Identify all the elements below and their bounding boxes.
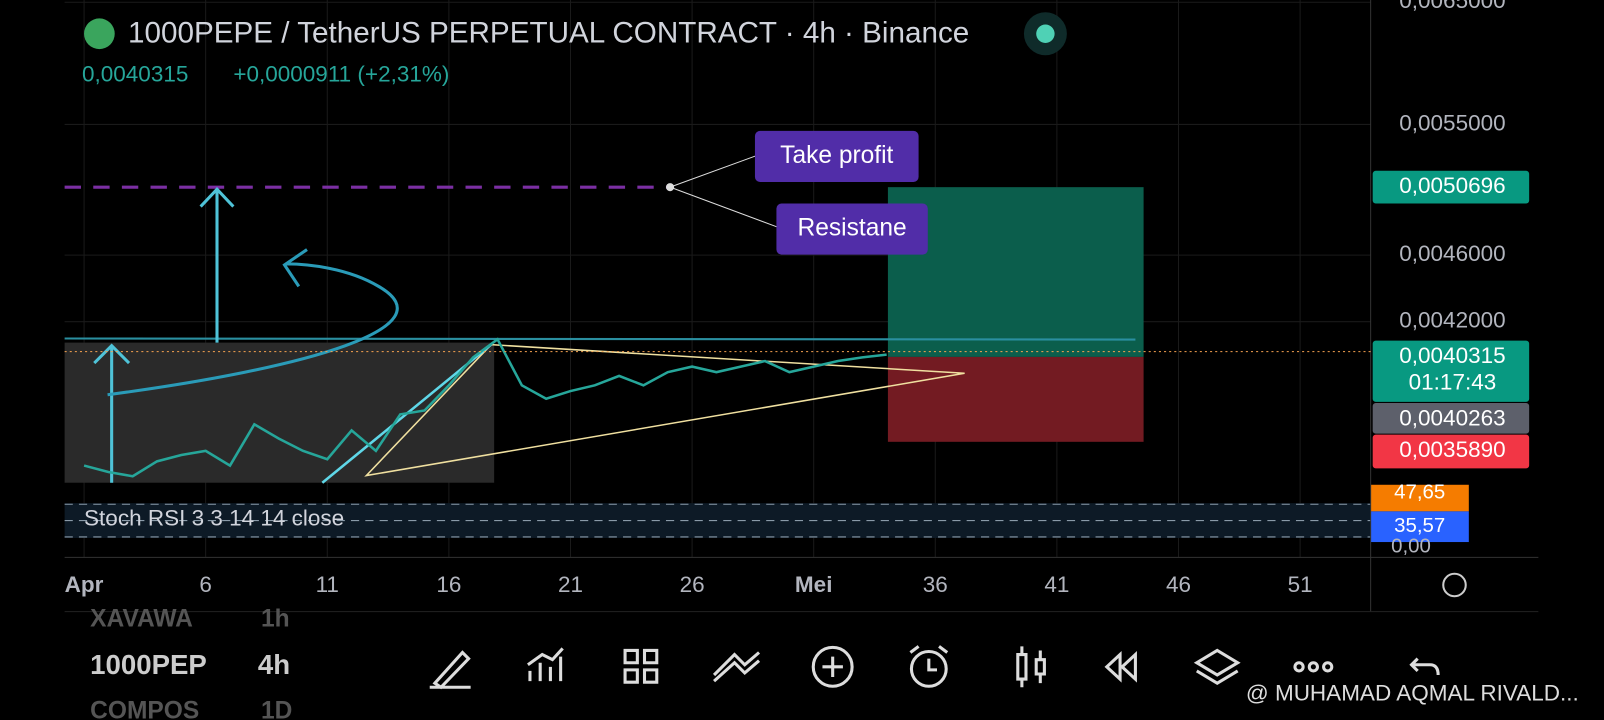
stoch-axis-label: 0,00	[1391, 535, 1431, 558]
annotation-box	[776, 203, 928, 255]
y-tick-label: 0,0055000	[1399, 110, 1505, 135]
annotation-box	[754, 130, 919, 183]
alert-hands	[909, 645, 949, 672]
coin-icon	[84, 18, 115, 50]
x-tick-label: 16	[436, 572, 461, 597]
change: +0,0000911 (+2,31%)	[233, 62, 449, 87]
x-tick-label: 51	[1288, 572, 1313, 597]
watch-symbol[interactable]: COMPOS	[90, 697, 199, 720]
x-tick-label: 26	[680, 572, 705, 597]
watch-interval[interactable]: 1h	[261, 605, 290, 632]
alert-tool[interactable]	[909, 649, 948, 688]
price-badge	[1372, 170, 1530, 204]
layers-tool[interactable]	[1193, 648, 1241, 685]
compare-tool[interactable]	[712, 651, 761, 683]
watch-symbol[interactable]: XAVAWA	[90, 605, 193, 632]
more-dot	[1307, 661, 1319, 673]
symbol-title: 1000PEPE / TetherUS PERPETUAL CONTRACT ·…	[128, 17, 969, 50]
undo-tool[interactable]	[1409, 657, 1440, 676]
layout-tool[interactable]	[623, 648, 659, 684]
annotation: Take profit	[780, 142, 893, 169]
watch-interval[interactable]: 1D	[261, 697, 292, 720]
x-tick-label: Apr	[65, 572, 104, 597]
status-dot	[1036, 24, 1055, 43]
x-tick-label: 36	[923, 572, 948, 597]
x-tick-label: 21	[558, 572, 583, 597]
quote: 0,0040315	[82, 62, 188, 87]
resistance-line	[64, 337, 1136, 341]
anchor	[665, 183, 675, 192]
x-tick-label: 46	[1166, 572, 1191, 597]
x-tick-label: Mei	[795, 572, 833, 597]
price-badge	[1372, 340, 1530, 402]
callout	[669, 186, 778, 228]
stoch-d-badge	[1370, 511, 1469, 543]
indicators-tool[interactable]	[527, 647, 564, 682]
more-dot[interactable]	[1293, 661, 1305, 673]
triangle	[364, 343, 965, 477]
stoch-k-badge	[1370, 484, 1469, 512]
watermark: @ MUHAMAD AQMAL RIVALD...	[1246, 680, 1579, 705]
x-tick-label: 11	[316, 572, 339, 597]
price-badge-label: 0,0035890	[1399, 437, 1505, 462]
watch-symbol[interactable]: 1000PEP	[90, 649, 207, 680]
callout	[669, 154, 758, 188]
annotation: Resistane	[798, 215, 907, 242]
add-plus	[822, 656, 843, 678]
price-badge	[1372, 434, 1530, 469]
draw-tool[interactable]	[429, 650, 471, 690]
watch-interval[interactable]: 4h	[258, 649, 290, 680]
arrows	[93, 186, 235, 483]
settings-icon[interactable]	[1442, 572, 1467, 598]
replay-tool[interactable]	[1104, 651, 1137, 683]
toolbar	[429, 645, 1440, 690]
x-tick-label: 41	[1044, 572, 1069, 597]
chart-type-tool[interactable]	[1016, 646, 1046, 688]
y-tick-label: 0,0065000	[1399, 0, 1505, 13]
price-badge-label: 0,0040315	[1399, 343, 1505, 368]
price-badge	[1372, 402, 1530, 434]
curve-arrow	[107, 248, 399, 397]
stoch-d: 35,57	[1394, 514, 1445, 537]
add-tool[interactable]	[811, 645, 854, 688]
stoch-label: Stoch RSI 3 3 14 14 close	[84, 505, 344, 530]
x-tick-label: 6	[199, 572, 212, 597]
price-badge-label: 0,0040263	[1399, 405, 1505, 430]
loss-zone	[887, 356, 1144, 442]
price-badge-label: 0,0050696	[1399, 173, 1505, 198]
more-dot	[1322, 661, 1334, 673]
countdown: 01:17:43	[1409, 369, 1497, 394]
profit-zone	[887, 187, 1144, 357]
stoch-k: 47,65	[1394, 480, 1445, 503]
y-tick-label: 0,0042000	[1399, 308, 1505, 333]
y-tick-label: 0,0046000	[1399, 241, 1505, 266]
price-line	[83, 337, 887, 478]
